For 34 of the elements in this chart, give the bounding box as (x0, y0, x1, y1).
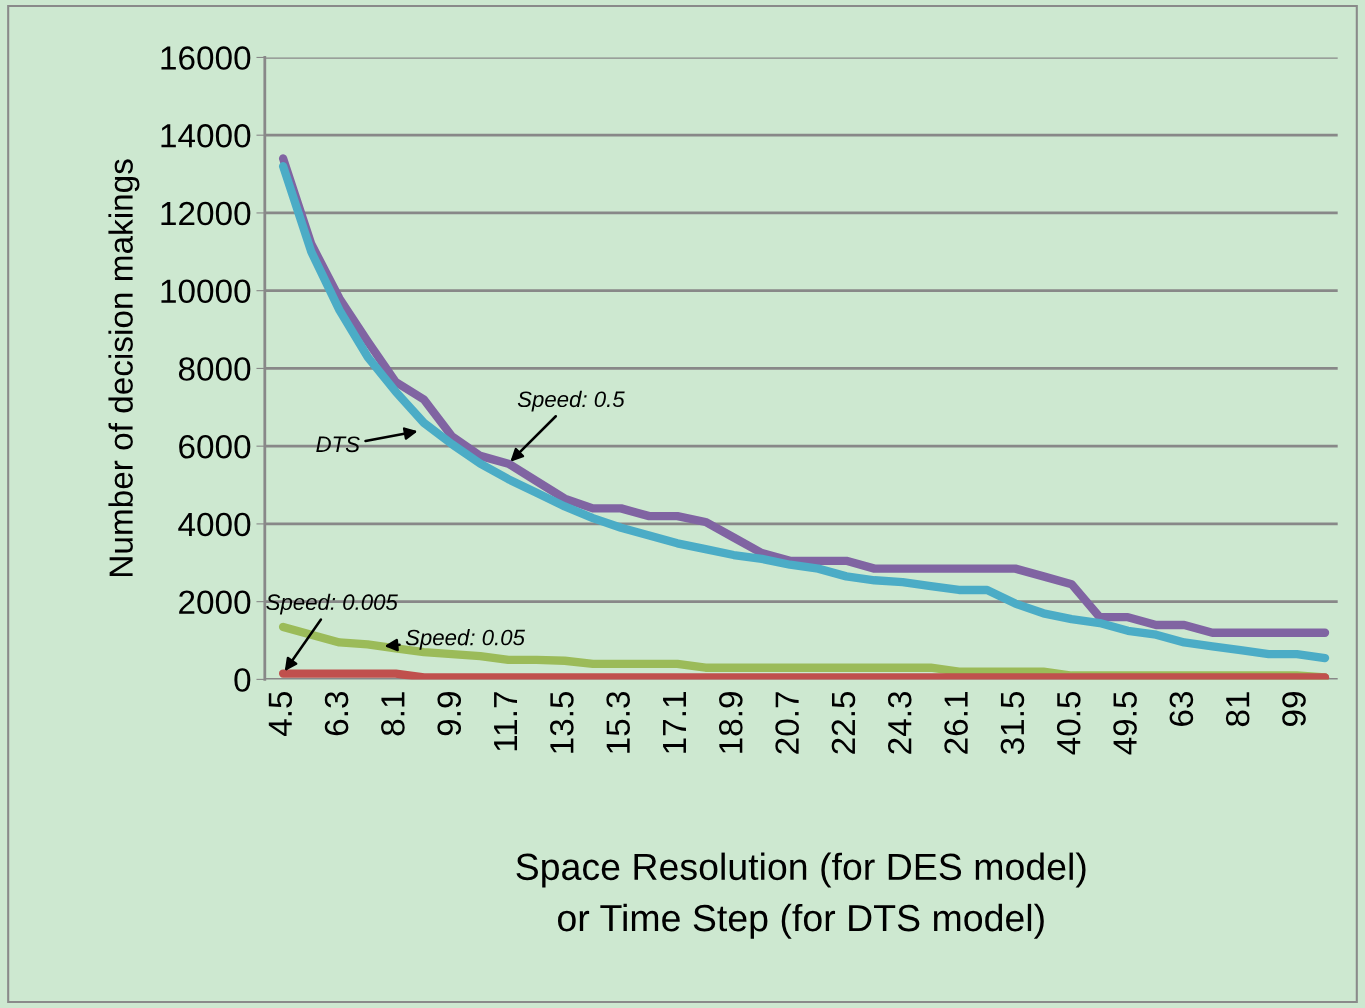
y-tick-label: 12000 (161, 201, 251, 226)
annotation: Speed: 0.05 (405, 629, 525, 650)
y-tick-label: 14000 (161, 124, 251, 148)
x-tick-label: 31.5 (1000, 691, 1025, 755)
x-tick-label: 4.5 (268, 691, 293, 737)
x-tick-label: 99 (1282, 692, 1306, 727)
x-tick-label: 40.5 (1056, 691, 1081, 755)
x-axis-title: Space Resolution (for DES model) or Time Step (for DTS model) (516, 852, 1086, 939)
y-tick-label: 4000 (178, 512, 251, 537)
y-tick-label: 2000 (179, 590, 251, 615)
y-tick-label: 8000 (178, 357, 251, 381)
x-tick-label: 11.7 (494, 692, 518, 751)
x-tick-label: 81 (1225, 692, 1250, 727)
x-tick-label: 15.3 (606, 691, 630, 753)
annotation: DTS (316, 436, 360, 453)
x-tick-label: 18.9 (719, 692, 743, 753)
x-tick-label: 26.1 (944, 692, 968, 754)
x-tick-label: 9.9 (437, 692, 462, 736)
annotation: Speed: 0.005 (266, 593, 398, 615)
y-tick-label: 10000 (161, 279, 251, 304)
x-tick-label: 63 (1169, 691, 1194, 726)
x-tick-label: 49.5 (1113, 691, 1137, 755)
x-tick-label: 13.5 (550, 691, 574, 753)
x-tick-label: 17.1 (663, 692, 686, 753)
x-tick-label: 22.5 (831, 691, 856, 754)
y-tick-label: 6000 (179, 434, 251, 459)
x-tick-label: 20.7 (775, 692, 799, 754)
y-tick-label: 16000 (161, 46, 251, 70)
y-tick-label: 0 (234, 668, 251, 692)
x-tick-label: 8.1 (381, 692, 405, 736)
x-tick-label: 6.3 (324, 691, 349, 736)
x-tick-label: 24.3 (887, 691, 912, 754)
annotation: Speed: 0.5 (517, 390, 625, 412)
y-axis-title: Number of decision makings (108, 159, 140, 576)
